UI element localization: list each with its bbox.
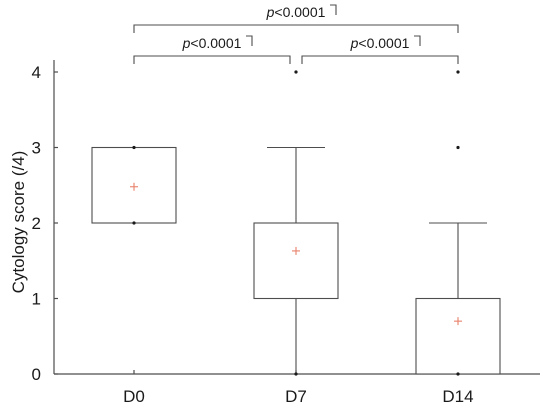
bracket-line: [301, 55, 459, 64]
label-notch: [330, 4, 337, 15]
y-tick-label: 2: [32, 214, 41, 233]
outlier-point: [132, 145, 136, 150]
outlier-point: [456, 70, 460, 74]
p-value-label: p<0.0001: [182, 35, 242, 51]
x-tick-label: D14: [442, 387, 473, 406]
label-notch: [414, 35, 421, 46]
x-ticks: D0 D7 D14: [123, 370, 474, 406]
boxes: [91, 70, 501, 376]
outlier-point: [294, 70, 298, 74]
outlier-point: [132, 221, 136, 225]
p-symbol: p: [266, 4, 275, 20]
box-body: [253, 222, 339, 300]
box-group-d14: [415, 70, 501, 376]
box-body: [415, 297, 501, 375]
x-tick-label: D0: [123, 387, 145, 406]
y-axis-label: Cytology score (/4): [9, 151, 28, 294]
bracket-line: [133, 55, 291, 64]
bracket-d7-d14: p<0.0001: [301, 35, 459, 64]
x-tick-label: D7: [285, 387, 307, 406]
y-ticks: 0 1 2 3 4: [32, 63, 58, 384]
y-tick-label: 1: [32, 290, 41, 309]
p-value: <0.0001: [190, 35, 241, 51]
outlier-point: [456, 145, 460, 150]
label-notch: [246, 35, 253, 46]
bracket-d0-d14: p<0.0001: [133, 4, 459, 33]
bracket-line: [133, 24, 459, 33]
bracket-d0-d7: p<0.0001: [133, 35, 291, 64]
p-symbol: p: [182, 35, 191, 51]
p-value-label: p<0.0001: [266, 4, 326, 20]
box-group-d0: [91, 145, 177, 225]
p-value: <0.0001: [358, 35, 409, 51]
y-tick-label: 0: [32, 365, 41, 384]
outlier-point: [294, 372, 298, 376]
y-tick-label: 3: [32, 139, 41, 158]
p-symbol: p: [350, 35, 359, 51]
outlier-point: [456, 372, 460, 376]
y-tick-label: 4: [32, 63, 41, 82]
p-value: <0.0001: [274, 4, 325, 20]
box-group-d7: [253, 70, 339, 376]
p-value-label: p<0.0001: [350, 35, 410, 51]
